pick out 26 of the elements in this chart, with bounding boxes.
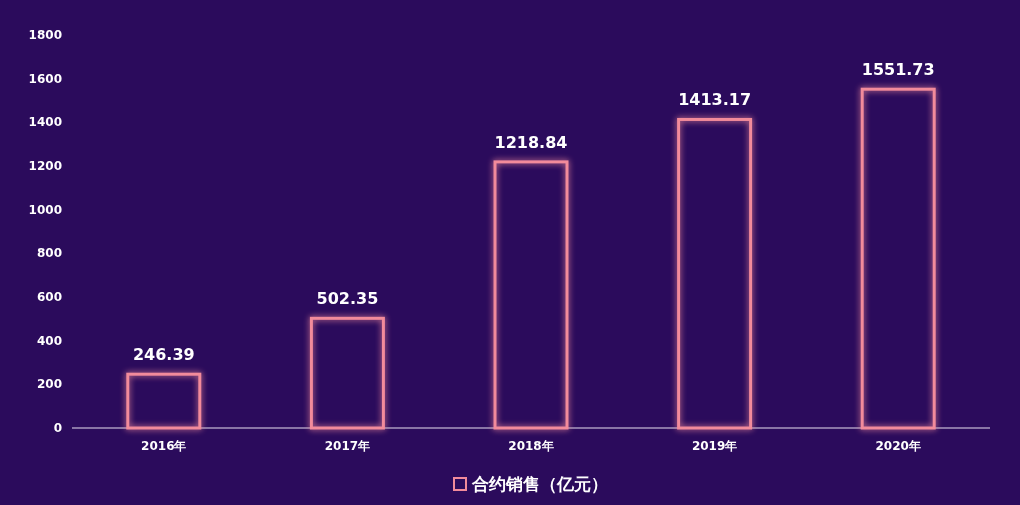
legend-label: 合约销售（亿元） bbox=[471, 474, 608, 494]
x-tick-label: 2016年 bbox=[141, 439, 187, 453]
x-tick-label: 2018年 bbox=[508, 439, 554, 453]
data-label: 1413.17 bbox=[678, 90, 752, 110]
data-label: 1551.73 bbox=[861, 60, 935, 80]
bar bbox=[493, 160, 569, 430]
x-tick-label: 2017年 bbox=[324, 439, 371, 453]
bar bbox=[860, 87, 936, 430]
x-tick-label: 2020年 bbox=[875, 439, 921, 453]
data-label: 1218.84 bbox=[494, 132, 568, 152]
bar bbox=[309, 316, 385, 430]
y-tick-label: 1400 bbox=[28, 115, 62, 130]
data-label: 502.35 bbox=[316, 289, 379, 309]
bar bbox=[677, 117, 753, 430]
x-tick-label: 2019年 bbox=[691, 439, 738, 453]
bar bbox=[126, 372, 202, 430]
y-tick-label: 0 bbox=[53, 421, 62, 435]
y-tick-label: 400 bbox=[36, 333, 62, 348]
y-tick-label: 800 bbox=[36, 246, 62, 261]
y-tick-label: 1600 bbox=[28, 71, 62, 86]
y-tick-label: 1200 bbox=[28, 159, 62, 173]
y-tick-label: 1800 bbox=[28, 28, 62, 42]
y-tick-label: 1000 bbox=[28, 202, 62, 217]
y-tick-label: 200 bbox=[36, 377, 62, 392]
y-tick-label: 600 bbox=[36, 290, 62, 304]
data-label: 246.39 bbox=[132, 345, 195, 365]
